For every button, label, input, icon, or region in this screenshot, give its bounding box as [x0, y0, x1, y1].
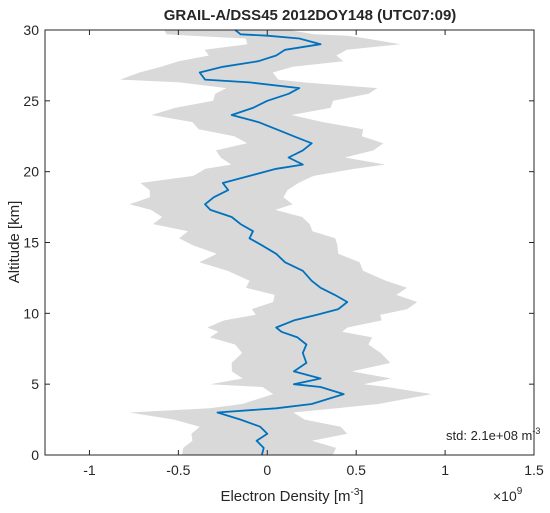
x-tick-label: 0 [263, 462, 271, 478]
x-tick-label: 1 [441, 462, 449, 478]
x-tick-label: -1 [83, 462, 96, 478]
std-band [120, 30, 432, 455]
y-axis: 0 5 10 15 20 25 30 [23, 22, 534, 463]
y-axis-label: Altitude [km] [6, 201, 23, 284]
y-tick-label: 5 [31, 376, 39, 392]
y-tick-label: 30 [23, 22, 39, 38]
y-tick-label: 10 [23, 305, 39, 321]
x-axis-label: Electron Density [m-3] [220, 487, 363, 505]
std-annotation: std: 2.1e+08 m-3 [446, 426, 540, 443]
x-tick-label: 0.5 [346, 462, 366, 478]
x-tick-label: -0.5 [166, 462, 190, 478]
y-tick-label: 25 [23, 93, 39, 109]
x-tick-label: 1.5 [524, 462, 544, 478]
density-profile-line [198, 29, 349, 456]
x-axis: -1 -0.5 0 0.5 1 1.5 [83, 30, 544, 478]
y-tick-label: 20 [23, 164, 39, 180]
x-multiplier: ×109 [493, 486, 523, 504]
y-tick-label: 15 [23, 235, 39, 251]
plot-area [120, 29, 432, 456]
chart-title: GRAIL-A/DSS45 2012DOY148 (UTC07:09) [164, 7, 457, 24]
y-tick-label: 0 [31, 447, 39, 463]
